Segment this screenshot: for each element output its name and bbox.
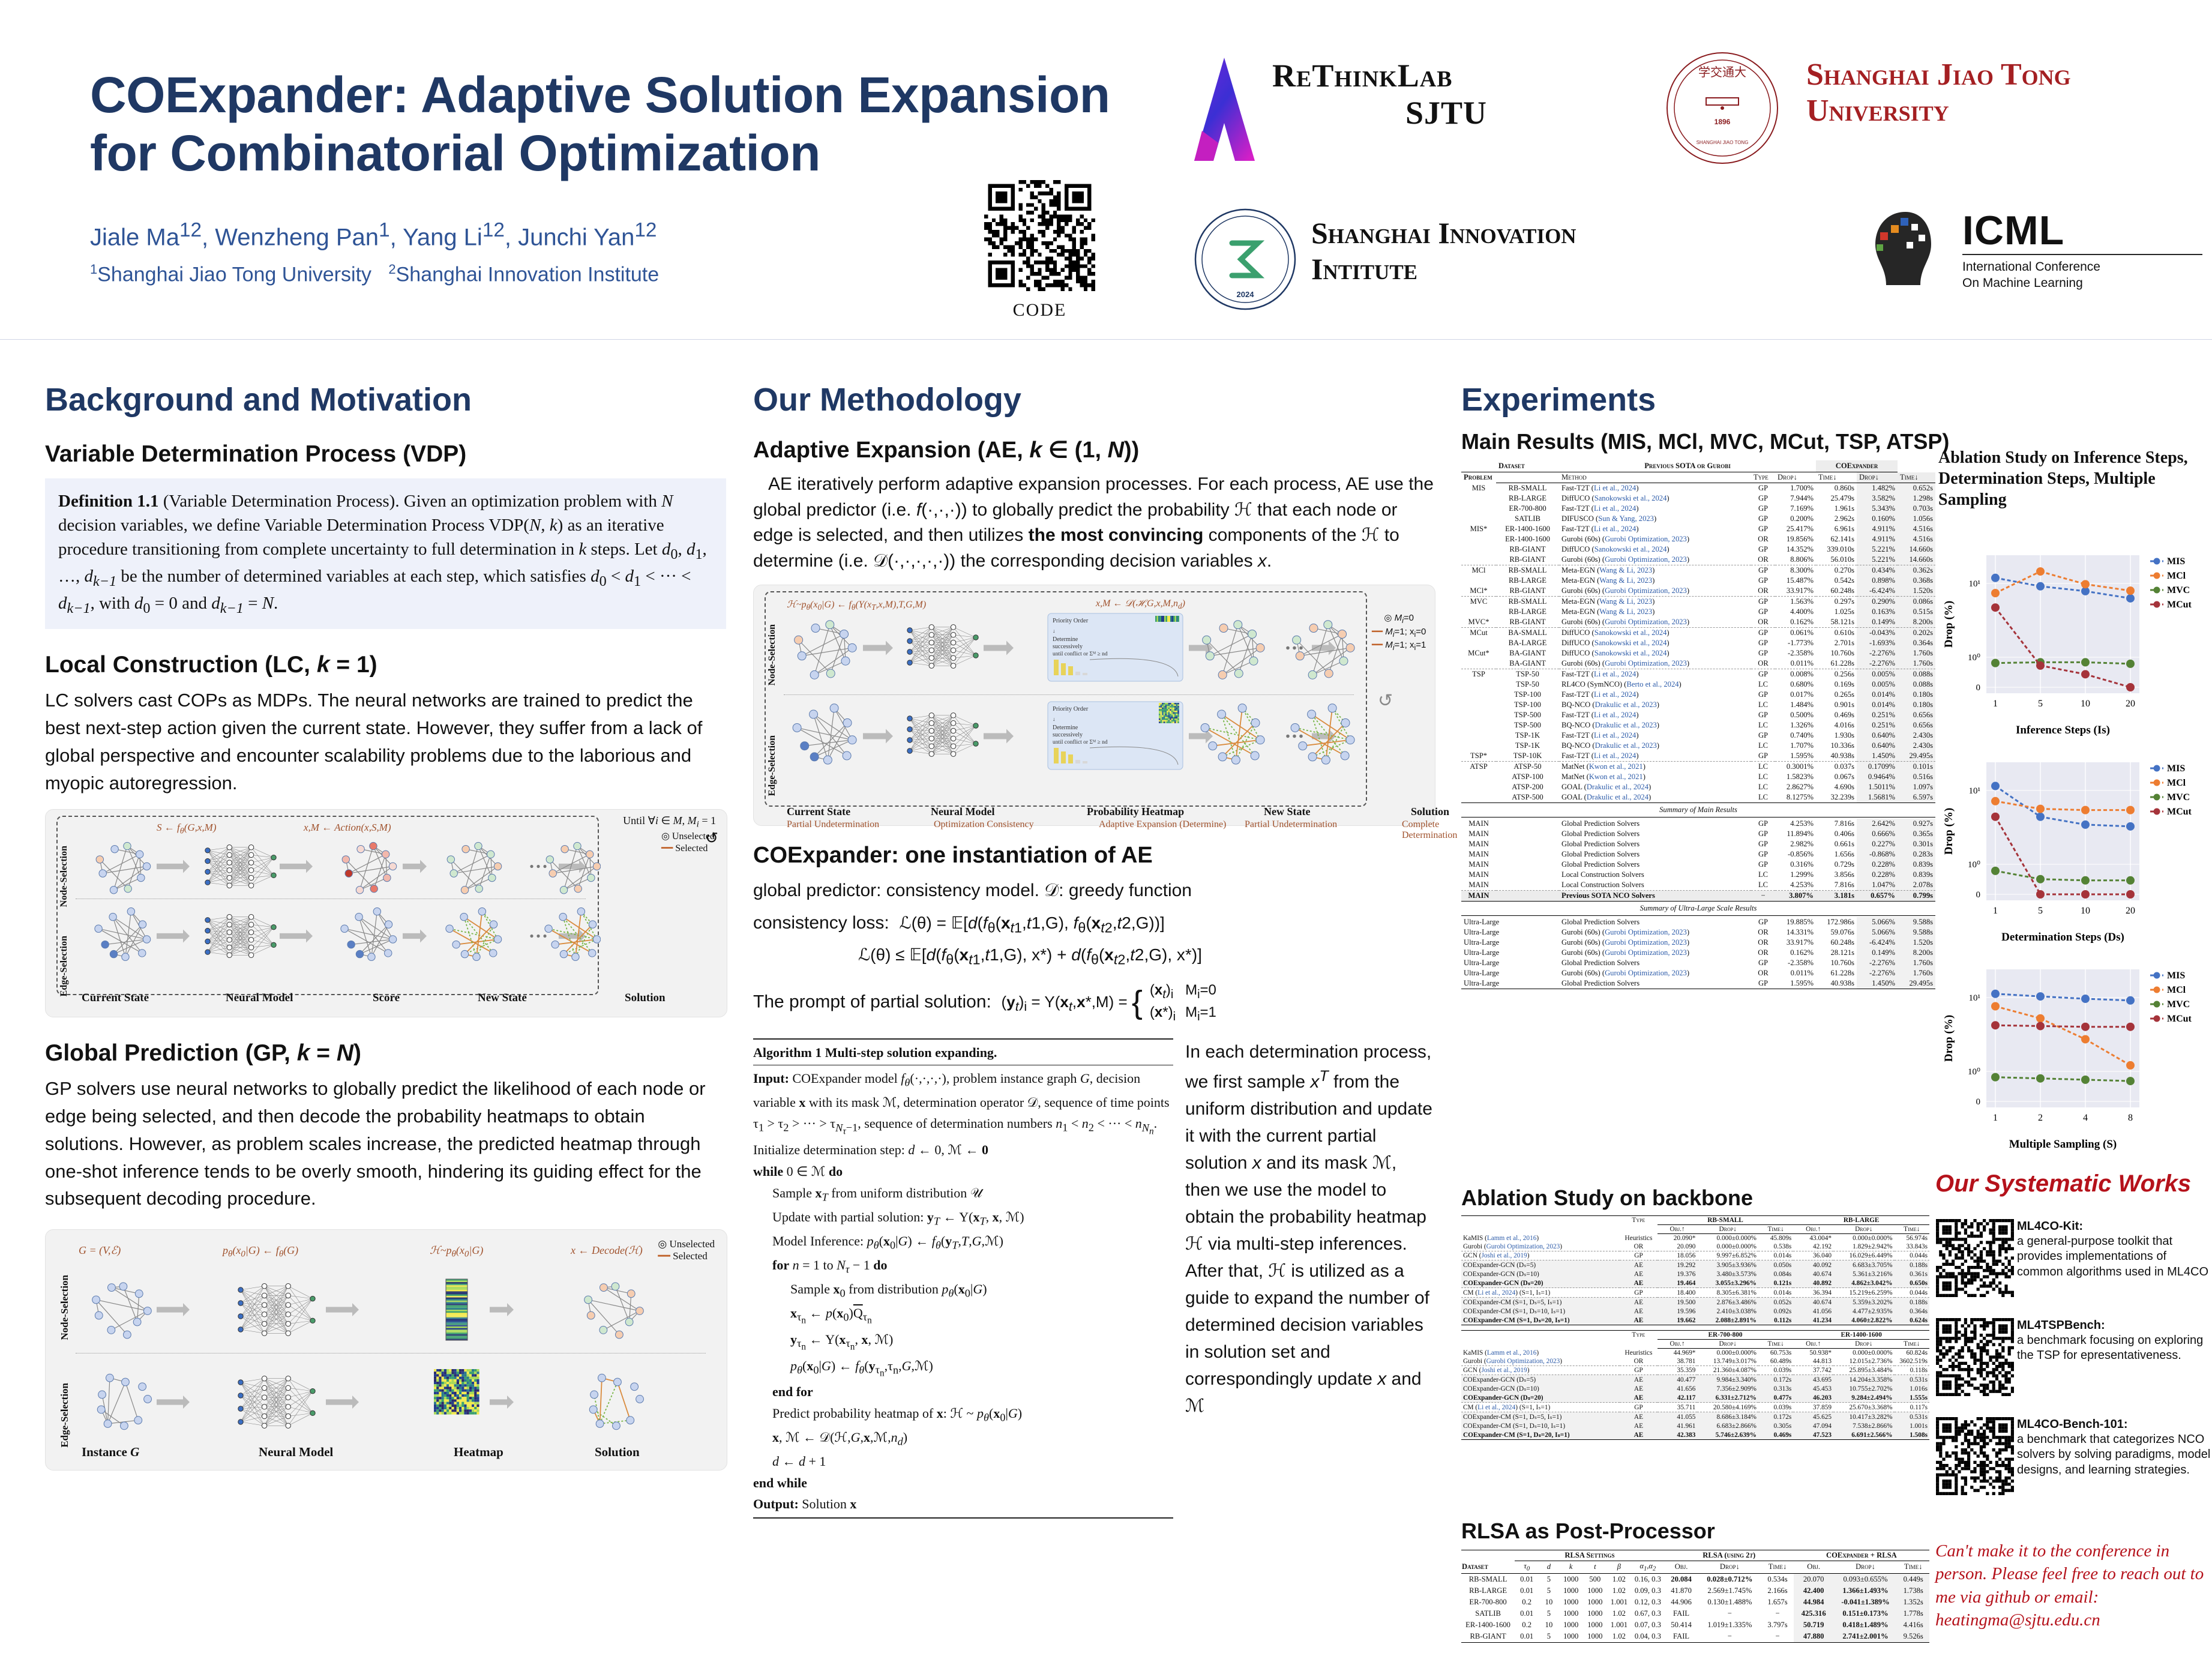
- svg-text:MIS: MIS: [2167, 556, 2185, 567]
- svg-text:1: 1: [1993, 906, 1998, 916]
- svg-text:10⁰: 10⁰: [1968, 860, 1980, 870]
- svg-text:1: 1: [1993, 1113, 1998, 1123]
- svg-text:successively: successively: [1053, 732, 1083, 738]
- svg-text:↓: ↓: [1053, 716, 1056, 722]
- svg-text:2024: 2024: [1237, 290, 1255, 299]
- svg-text:MIS: MIS: [2167, 971, 2185, 981]
- svg-text:10⁰: 10⁰: [1968, 1067, 1980, 1077]
- svg-text:0: 0: [1976, 1097, 1981, 1107]
- svg-text:Drop (%): Drop (%): [1943, 808, 1955, 855]
- svg-text:10¹: 10¹: [1969, 993, 1981, 1003]
- svg-text:Priority Order: Priority Order: [1053, 618, 1089, 624]
- svg-text:MCut: MCut: [2167, 807, 2192, 817]
- svg-text:10: 10: [2081, 699, 2090, 709]
- svg-text:MIS: MIS: [2167, 763, 2185, 774]
- svg-text:20: 20: [2126, 699, 2135, 709]
- svg-text:8: 8: [2128, 1113, 2133, 1123]
- svg-text:MVC: MVC: [2167, 999, 2190, 1010]
- svg-text:Determination Steps (Ds): Determination Steps (Ds): [2001, 931, 2124, 944]
- svg-text:学交通大: 学交通大: [1698, 65, 1746, 79]
- svg-text:Inference Steps (Is): Inference Steps (Is): [2016, 724, 2110, 736]
- svg-text:5: 5: [2038, 699, 2043, 709]
- svg-text:Drop (%): Drop (%): [1943, 601, 1955, 648]
- svg-text:1: 1: [1993, 699, 1998, 709]
- svg-text:10¹: 10¹: [1969, 579, 1981, 589]
- svg-text:MCut: MCut: [2167, 600, 2192, 610]
- svg-text:MVC: MVC: [2167, 585, 2190, 595]
- svg-text:until conflict or Σᴹ ≥ nd: until conflict or Σᴹ ≥ nd: [1053, 739, 1108, 745]
- svg-text:Multiple Sampling (S): Multiple Sampling (S): [2009, 1138, 2117, 1151]
- svg-text:↓: ↓: [1053, 628, 1056, 634]
- svg-text:MCl: MCl: [2167, 571, 2186, 581]
- svg-text:1896: 1896: [1715, 118, 1731, 126]
- svg-text:Drop (%): Drop (%): [1943, 1015, 1955, 1062]
- svg-text:MVC: MVC: [2167, 792, 2190, 802]
- svg-text:5: 5: [2038, 906, 2043, 916]
- svg-text:10¹: 10¹: [1969, 786, 1981, 796]
- svg-text:MCl: MCl: [2167, 985, 2186, 995]
- svg-text:Determine: Determine: [1053, 636, 1078, 643]
- svg-text:10⁰: 10⁰: [1968, 653, 1980, 663]
- svg-text:10: 10: [2081, 906, 2090, 916]
- svg-text:0: 0: [1976, 683, 1981, 693]
- svg-text:MCut: MCut: [2167, 1014, 2192, 1024]
- svg-text:until conflict or Σᴹ ≥ nd: until conflict or Σᴹ ≥ nd: [1053, 651, 1108, 657]
- svg-text:MCl: MCl: [2167, 778, 2186, 788]
- svg-text:0: 0: [1976, 890, 1981, 900]
- svg-text:successively: successively: [1053, 643, 1083, 650]
- svg-text:20: 20: [2126, 906, 2135, 916]
- svg-text:4: 4: [2083, 1113, 2088, 1123]
- svg-text:Priority Order: Priority Order: [1053, 706, 1089, 712]
- svg-text:SHANGHAI JIAO TONG: SHANGHAI JIAO TONG: [1697, 140, 1749, 145]
- svg-text:2: 2: [2038, 1113, 2043, 1123]
- svg-text:Determine: Determine: [1053, 724, 1078, 731]
